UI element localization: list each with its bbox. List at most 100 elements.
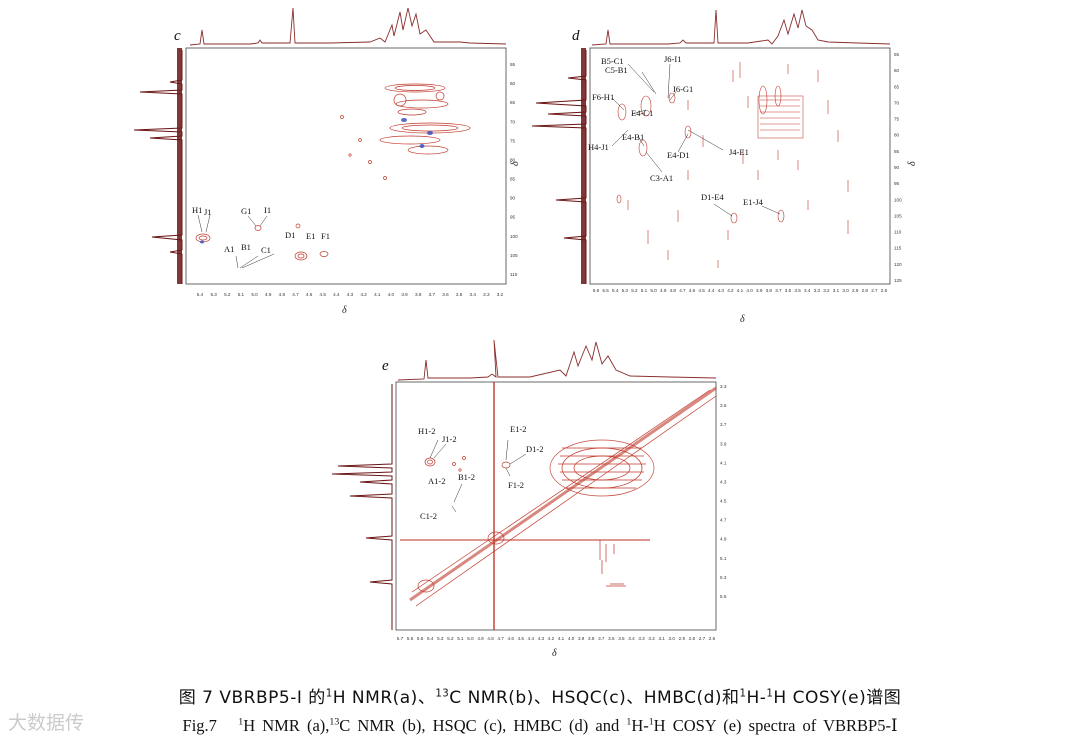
ann-c-J1: J1 (204, 207, 212, 217)
y-tick-label: 4.3 (720, 479, 727, 484)
x-tick-label: 5.0 (251, 292, 258, 297)
x-tick-label: 5.7 (397, 636, 404, 641)
y-tick-label: 65 (894, 84, 900, 89)
y-tick-label: 95 (510, 215, 516, 220)
ann-d-C5-B1: C5-B1 (605, 65, 628, 75)
y-tick-label: 3.3 (720, 384, 727, 389)
x-tick-label: 4.2 (360, 292, 367, 297)
y-tick-label: 125 (894, 278, 902, 283)
x-tick-label: 3.7 (598, 636, 605, 641)
x-tick-label: 3.8 (766, 288, 773, 293)
x-tick-label: 2.8 (689, 636, 696, 641)
y-tick-label: 100 (894, 197, 902, 202)
hmbc-plot: B5-C1 C5-B1 J6-I1 I6-G1 F6-H1 E4-C1 E4-B… (531, 9, 918, 325)
ann-c-E1: E1 (306, 231, 315, 241)
ann-e-H1-2: H1-2 (418, 426, 435, 436)
x-tick-label: 4.6 (508, 636, 515, 641)
hmbc-peaks (616, 62, 849, 268)
x-tick-label: 5.6 (407, 636, 414, 641)
x-tick-label: 4.1 (737, 288, 744, 293)
x-tick-label: 4.6 (306, 292, 313, 297)
x-tick-label: 3.1 (833, 288, 840, 293)
y-tick-label: 95 (894, 181, 900, 186)
x-tick-label: 3.5 (794, 288, 801, 293)
x-tick-label: 3.9 (401, 292, 408, 297)
y-tick-label: 3.7 (720, 422, 727, 427)
x-tick-label: 3.2 (648, 636, 655, 641)
x-tick-label: 4.7 (679, 288, 686, 293)
y-tick-label: 65 (510, 100, 516, 105)
y-tick-label: 100 (510, 234, 518, 239)
ann-c-C1: C1 (261, 245, 271, 255)
x-tick-label: 3.4 (628, 636, 635, 641)
x-tick-label: 3.2 (497, 292, 504, 297)
x-tick-label: 4.9 (477, 636, 484, 641)
ann-d-E4-D1: E4-D1 (667, 150, 690, 160)
y-tick-label: 85 (510, 177, 516, 182)
x-tick-label: 3.3 (483, 292, 490, 297)
y-tick-label: 55 (894, 52, 900, 57)
y-tick-label: 75 (510, 138, 516, 143)
y-tick-label: 80 (510, 157, 516, 162)
x-tick-label: 5.3 (622, 288, 629, 293)
x-tick-label: 5.2 (447, 636, 454, 641)
ann-d-D1-E4: D1-E4 (701, 192, 724, 202)
caption-zh-part: H- (746, 688, 767, 708)
e-x-axis-label: δ (552, 648, 557, 659)
x-tick-label: 4.5 (320, 292, 327, 297)
y-tick-label: 5.3 (720, 575, 727, 580)
c-x-axis-label: δ (342, 305, 347, 316)
x-tick-label: 2.9 (679, 636, 686, 641)
ann-e-B1-2: B1-2 (458, 472, 475, 482)
x-tick-label: 2.6 (709, 636, 716, 641)
x-tick-label: 5.1 (457, 636, 464, 641)
d-y-axis-label: δ (907, 161, 918, 166)
caption-en-sup: 1 (238, 716, 244, 728)
ann-d-C3-A1: C3-A1 (650, 173, 673, 183)
y-tick-label: 5.5 (720, 594, 727, 599)
caption-zh-part: C NMR(b)、HSQC(c)、HMBC(d)和 (449, 688, 740, 708)
x-tick-label: 3.1 (658, 636, 665, 641)
ann-d-E1-J4: E1-J4 (743, 197, 764, 207)
y-tick-label: 3.9 (720, 441, 727, 446)
ann-d-E4-B1: E4-B1 (622, 132, 644, 142)
y-tick-label: 4.5 (720, 499, 727, 504)
panel-e: e H1-2 J1-2 E1-2 (330, 330, 730, 665)
x-tick-label: 4.1 (558, 636, 565, 641)
x-tick-label: 5.1 (238, 292, 245, 297)
caption-en-part: C NMR (b), HSQC (c), HMBC (d) and (339, 716, 620, 735)
x-tick-label: 5.6 (593, 288, 600, 293)
panel-d-label: d (572, 28, 580, 44)
x-tick-label: 3.9 (578, 636, 585, 641)
x-tick-label: 4.8 (670, 288, 677, 293)
y-tick-label: 60 (894, 68, 900, 73)
ann-d-J4-E1: J4-E1 (729, 147, 749, 157)
x-tick-label: 4.2 (548, 636, 555, 641)
y-tick-label: 80 (894, 133, 900, 138)
x-tick-label: 4.9 (660, 288, 667, 293)
x-tick-label: 4.5 (518, 636, 525, 641)
y-tick-label: 90 (510, 196, 516, 201)
x-tick-label: 4.8 (487, 636, 494, 641)
x-tick-label: 3.3 (814, 288, 821, 293)
caption-zh-sup: 13 (435, 688, 450, 700)
x-tick-label: 4.3 (718, 288, 725, 293)
x-tick-label: 4.7 (497, 636, 504, 641)
x-tick-label: 5.4 (197, 292, 204, 297)
x-tick-label: 3.6 (608, 636, 615, 641)
d-x-axis-label: δ (740, 314, 745, 325)
ann-d-J6-I1: J6-I1 (664, 54, 681, 64)
y-tick-label: 55 (510, 62, 516, 67)
x-tick-label: 2.8 (862, 288, 869, 293)
y-tick-label: 115 (894, 246, 902, 251)
caption-zh-sup: 1 (766, 688, 774, 700)
x-tick-label: 4.6 (689, 288, 696, 293)
ann-e-E1-2: E1-2 (510, 424, 527, 434)
x-tick-label: 4.5 (698, 288, 705, 293)
y-tick-label: 3.5 (720, 403, 727, 408)
x-tick-label: 5.4 (612, 288, 619, 293)
x-tick-label: 4.3 (538, 636, 545, 641)
y-tick-label: 110 (894, 230, 902, 235)
y-tick-label: 70 (894, 100, 900, 105)
y-tick-label: 75 (894, 117, 900, 122)
